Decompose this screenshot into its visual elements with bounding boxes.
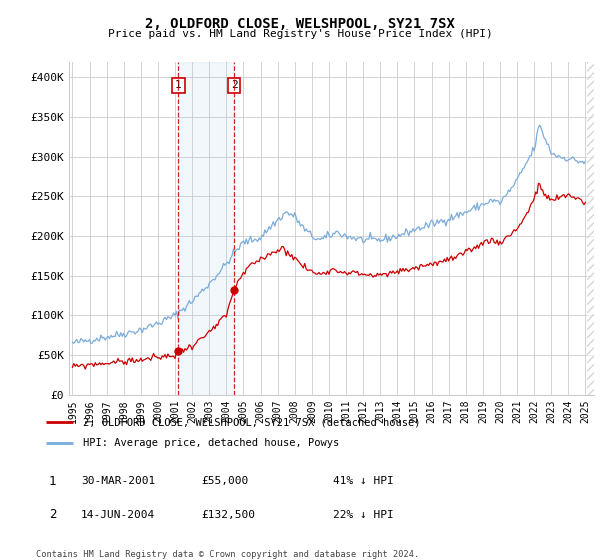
Text: Price paid vs. HM Land Registry's House Price Index (HPI): Price paid vs. HM Land Registry's House … [107,29,493,39]
Text: Contains HM Land Registry data © Crown copyright and database right 2024.
This d: Contains HM Land Registry data © Crown c… [36,550,419,560]
Text: 14-JUN-2004: 14-JUN-2004 [81,510,155,520]
Text: 2, OLDFORD CLOSE, WELSHPOOL, SY21 7SX: 2, OLDFORD CLOSE, WELSHPOOL, SY21 7SX [145,17,455,31]
Text: 2, OLDFORD CLOSE, WELSHPOOL, SY21 7SX (detached house): 2, OLDFORD CLOSE, WELSHPOOL, SY21 7SX (d… [83,417,421,427]
Text: 2: 2 [49,508,56,521]
Text: 2: 2 [230,81,238,90]
Text: £132,500: £132,500 [201,510,255,520]
Text: 30-MAR-2001: 30-MAR-2001 [81,476,155,486]
Text: 41% ↓ HPI: 41% ↓ HPI [333,476,394,486]
Bar [178,62,234,395]
Text: 22% ↓ HPI: 22% ↓ HPI [333,510,394,520]
Text: £55,000: £55,000 [201,476,248,486]
Polygon shape [587,62,594,395]
Text: 1: 1 [175,81,182,90]
Text: HPI: Average price, detached house, Powys: HPI: Average price, detached house, Powy… [83,438,339,448]
Text: 1: 1 [49,474,56,488]
